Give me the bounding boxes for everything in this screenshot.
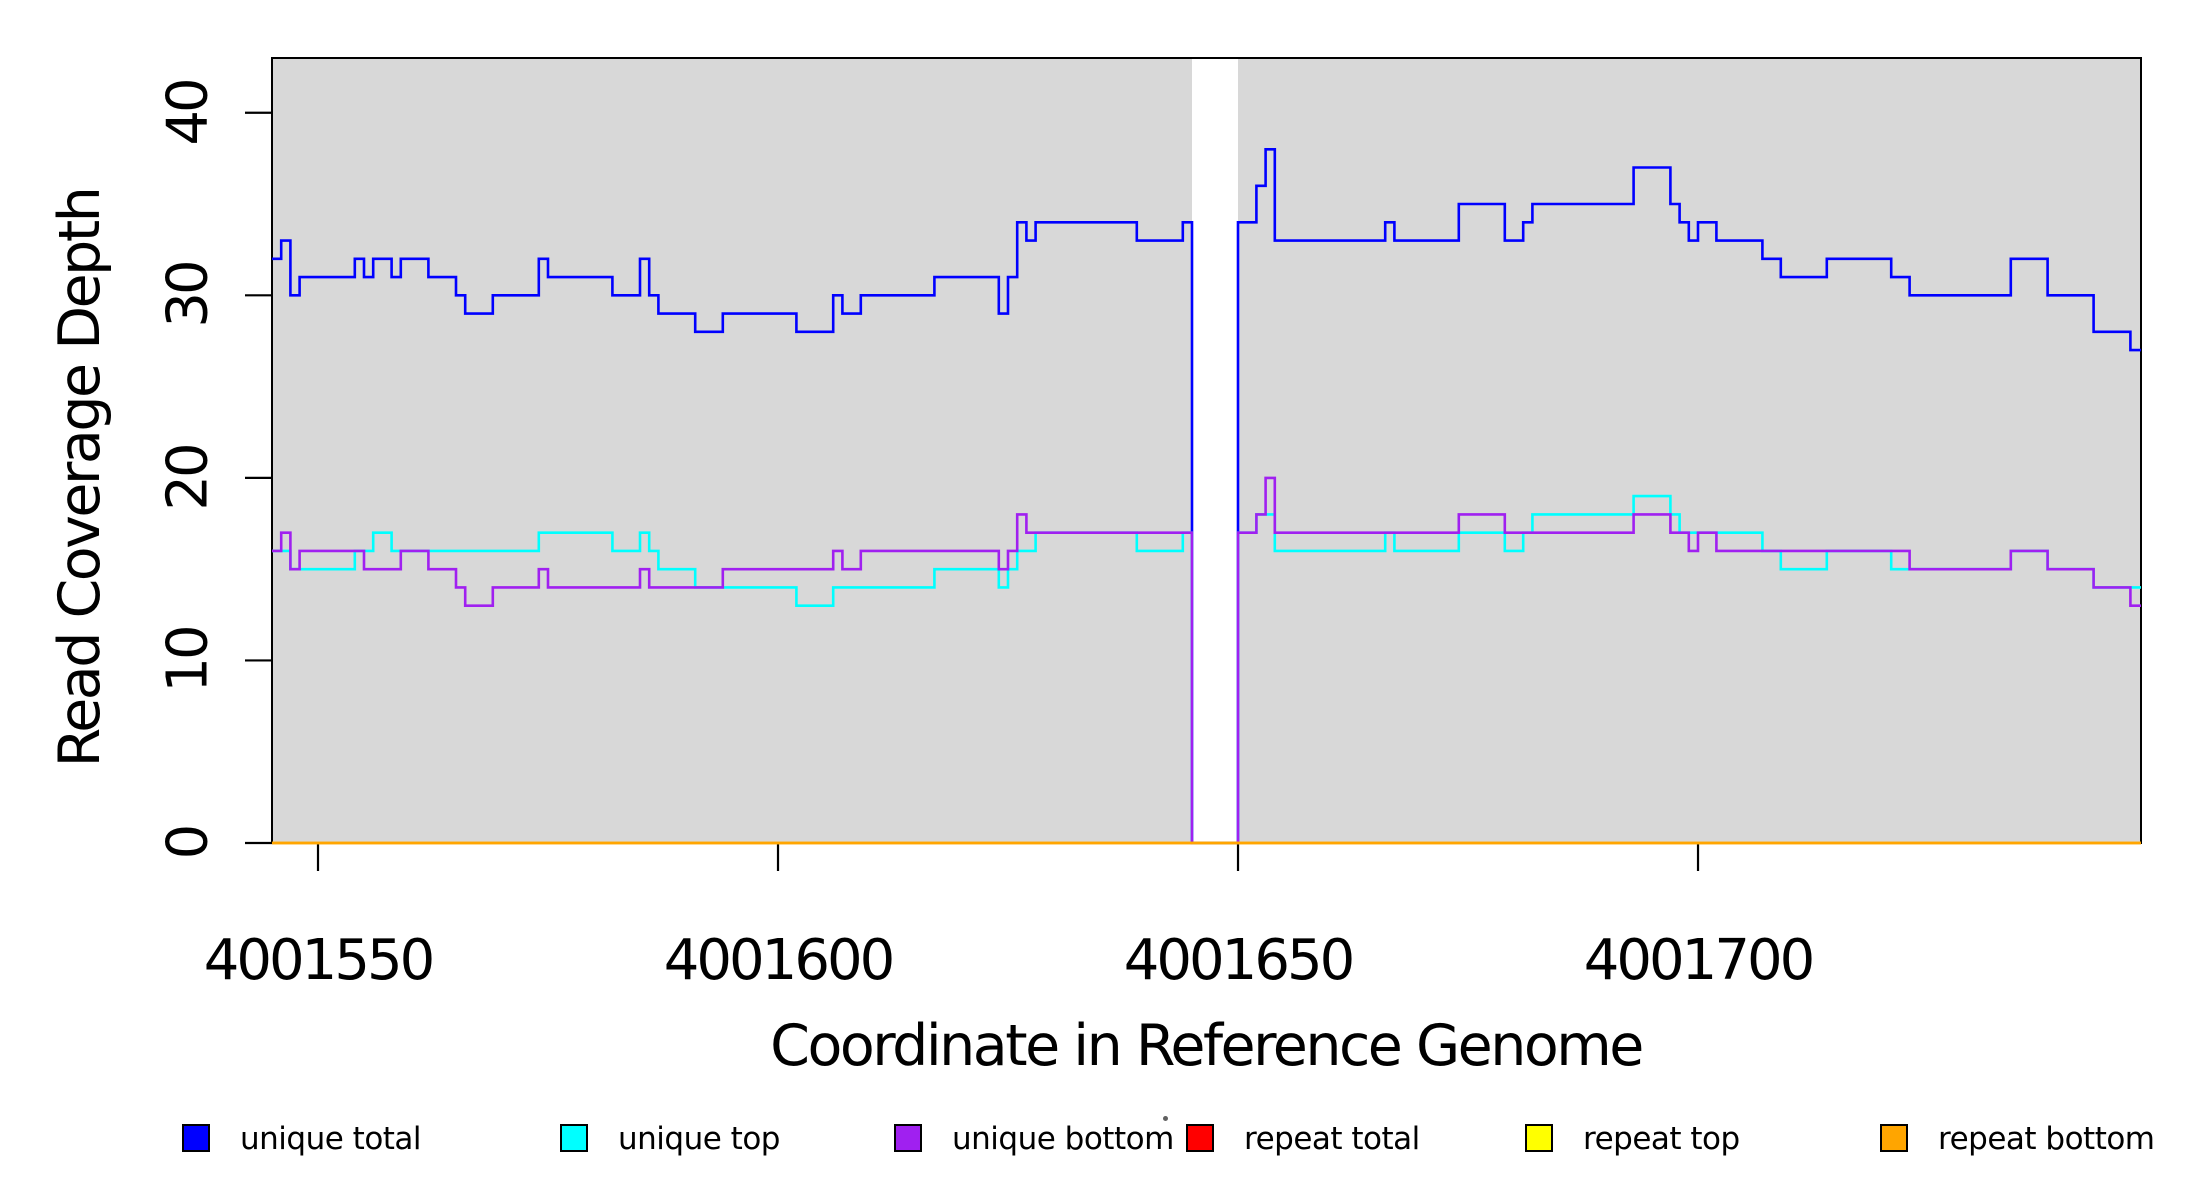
y-tick-label-30: 30 — [155, 262, 221, 328]
y-tick-label-40: 40 — [155, 80, 221, 146]
legend-label-unique-total: unique total — [240, 1121, 422, 1157]
y-axis-title: Read Coverage Depth — [47, 188, 113, 768]
legend-swatch-unique-bottom — [894, 1124, 922, 1152]
x-tick-label-4001550: 4001550 — [203, 928, 435, 993]
x-tick-label-4001650: 4001650 — [1123, 928, 1355, 993]
legend-label-repeat-top: repeat top — [1583, 1121, 1740, 1157]
legend-swatch-repeat-total — [1186, 1124, 1214, 1152]
legend-swatch-unique-total — [182, 1124, 210, 1152]
y-tick-label-20: 20 — [155, 445, 221, 511]
legend-label-unique-bottom: unique bottom — [952, 1121, 1174, 1157]
y-tick-label-10: 10 — [155, 627, 221, 694]
y-tick-label-0: 0 — [155, 826, 221, 860]
x-tick-label-4001600: 4001600 — [663, 928, 895, 993]
legend-label-repeat-bottom: repeat bottom — [1938, 1121, 2155, 1157]
legend-label-unique-top: unique top — [618, 1121, 780, 1157]
legend-label-repeat-total: repeat total — [1244, 1121, 1420, 1157]
legend-swatch-repeat-top — [1525, 1124, 1553, 1152]
legend-swatch-unique-top — [560, 1124, 588, 1152]
legend-swatch-repeat-bottom — [1880, 1124, 1908, 1152]
stray-dot — [1163, 1116, 1168, 1121]
x-axis-title: Coordinate in Reference Genome — [770, 1013, 1644, 1079]
x-tick-label-4001700: 4001700 — [1583, 928, 1815, 993]
